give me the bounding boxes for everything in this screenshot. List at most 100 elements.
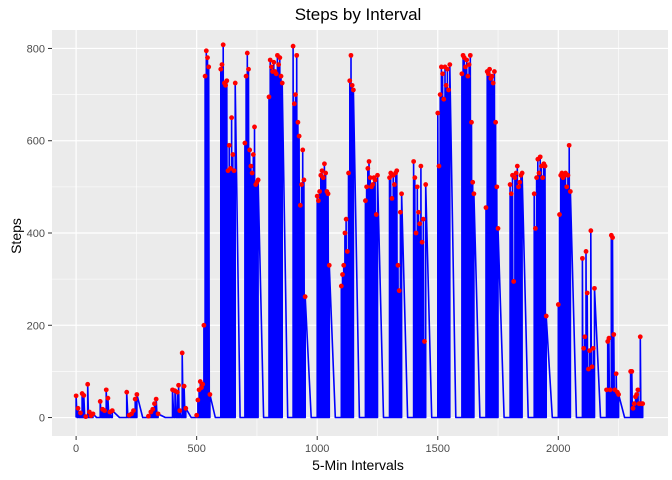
data-point (487, 66, 492, 72)
data-point (566, 142, 572, 148)
data-point (372, 177, 378, 183)
data-point (437, 92, 443, 97)
data-point (590, 345, 596, 351)
data-point (467, 52, 473, 58)
data-point (610, 235, 615, 241)
data-point (447, 62, 453, 68)
data-point (542, 163, 548, 169)
data-point (319, 168, 325, 174)
data-point (567, 189, 573, 194)
data-point (508, 191, 514, 197)
data-point (564, 184, 570, 190)
data-point (589, 364, 595, 370)
data-point (223, 82, 228, 88)
data-point (419, 239, 425, 245)
data-point (416, 209, 421, 215)
data-point (250, 152, 256, 157)
data-point (243, 73, 249, 79)
data-point (201, 322, 207, 328)
data-point (493, 119, 499, 125)
data-point (459, 71, 465, 77)
data-point (131, 408, 136, 414)
data-point (366, 159, 372, 164)
x-tick-label: 0 (73, 443, 79, 455)
data-point (483, 205, 489, 211)
data-point (350, 87, 356, 93)
y-tick-label: 0 (39, 413, 45, 425)
data-point (229, 115, 235, 121)
data-point (323, 170, 329, 176)
data-point (587, 348, 593, 354)
data-point (146, 413, 151, 419)
data-point (301, 177, 307, 183)
data-point (290, 43, 296, 49)
data-point (536, 170, 542, 176)
data-point (279, 80, 285, 86)
data-point (513, 170, 519, 176)
data-point (469, 119, 474, 125)
data-point (219, 62, 225, 68)
data-point (220, 42, 226, 48)
data-point (296, 133, 302, 139)
data-point (512, 175, 518, 181)
data-point (255, 177, 261, 183)
data-point (367, 175, 373, 181)
data-point (420, 216, 426, 222)
data-point (446, 87, 452, 93)
data-point (320, 175, 326, 181)
data-point (73, 393, 79, 399)
data-point (232, 80, 238, 86)
y-tick-label: 600 (27, 136, 45, 148)
data-point (397, 209, 403, 215)
data-point (443, 82, 449, 88)
data-point (412, 175, 418, 181)
data-point (132, 396, 138, 402)
data-point (616, 392, 621, 397)
data-point (183, 405, 189, 411)
data-point (440, 71, 445, 77)
data-point (299, 182, 304, 187)
data-point (344, 249, 350, 254)
data-point (592, 285, 597, 291)
data-point (81, 393, 87, 398)
data-point (414, 184, 420, 190)
data-point (630, 405, 636, 411)
data-point (537, 154, 543, 160)
data-point (348, 52, 354, 58)
data-point (181, 383, 187, 389)
data-point (631, 401, 637, 407)
data-point (102, 408, 107, 414)
data-point (97, 398, 103, 404)
data-point (86, 409, 92, 415)
data-point (300, 147, 306, 153)
data-point (435, 110, 441, 116)
data-point (395, 262, 401, 268)
data-point (413, 230, 419, 236)
data-point (277, 55, 283, 61)
data-point (302, 294, 308, 300)
data-point (75, 405, 81, 411)
data-point (150, 406, 156, 412)
data-point (485, 71, 491, 77)
data-point (231, 168, 237, 174)
data-point (489, 73, 495, 79)
data-point (507, 182, 513, 187)
data-point (540, 175, 546, 181)
data-point (267, 57, 273, 63)
data-point (278, 73, 284, 79)
data-point (295, 119, 301, 125)
data-point (635, 387, 641, 393)
data-point (246, 66, 251, 72)
data-point (174, 389, 180, 395)
data-point (470, 179, 476, 185)
data-point (325, 191, 331, 197)
data-point (387, 175, 392, 181)
data-point (340, 272, 345, 277)
data-point (342, 230, 348, 236)
data-point (316, 198, 321, 204)
x-tick-label: 1000 (305, 443, 329, 455)
data-point (317, 189, 323, 194)
data-point (490, 80, 496, 86)
data-point (363, 198, 368, 204)
data-point (531, 191, 537, 197)
